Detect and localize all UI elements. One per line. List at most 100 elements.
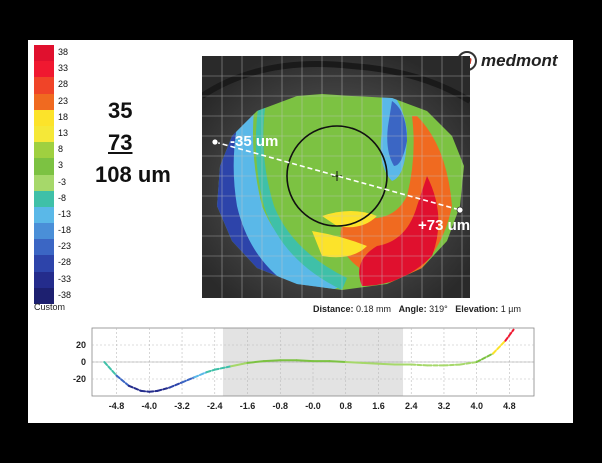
x-tick-label: -0.0 xyxy=(305,401,321,411)
scale-row: -8 xyxy=(34,190,74,207)
measure-end-handle[interactable] xyxy=(456,206,464,214)
profile-segment xyxy=(127,384,143,392)
measure-start-handle[interactable] xyxy=(211,138,219,146)
scale-label: 3 xyxy=(58,160,64,171)
elevation-value: 1 µm xyxy=(500,304,521,314)
eyelash-shadow xyxy=(202,61,470,104)
elevation-map[interactable]: -35 um +73 um xyxy=(202,56,470,298)
distance-value: 0.18 mm xyxy=(356,304,392,314)
scale-label: -23 xyxy=(58,241,72,252)
scale-row: -18 xyxy=(34,223,74,240)
value-middle: 73 xyxy=(108,130,133,155)
scale-label: -13 xyxy=(58,208,72,219)
scale-label: -33 xyxy=(58,273,72,284)
scale-swatch xyxy=(34,125,54,143)
profile-segment xyxy=(442,363,462,367)
profile-segment xyxy=(410,363,429,367)
map-grid xyxy=(202,56,470,298)
scale-swatch xyxy=(34,287,54,304)
scale-label: -18 xyxy=(58,225,72,236)
profile-segment xyxy=(295,359,314,363)
y-tick-label: 20 xyxy=(76,340,86,350)
scale-mode-label[interactable]: Custom xyxy=(34,302,66,312)
scale-swatch xyxy=(34,239,54,256)
profile-segment xyxy=(213,365,233,371)
scale-row: 38 xyxy=(34,45,74,62)
distance-label: Distance: xyxy=(313,304,354,314)
scale-swatch xyxy=(34,158,54,175)
profile-segment xyxy=(377,362,396,366)
profile-segment xyxy=(230,361,249,368)
profile-segment xyxy=(262,359,282,363)
map-label-left: -35 um xyxy=(230,133,278,150)
x-tick-label: 3.2 xyxy=(438,401,451,411)
scale-label: -28 xyxy=(58,257,72,268)
value-total: 108 um xyxy=(95,162,171,187)
scale-row: 33 xyxy=(34,61,74,78)
x-tick-label: 1.6 xyxy=(372,401,385,411)
scale-swatch xyxy=(34,174,54,191)
profile-segment xyxy=(246,360,265,364)
profile-segment xyxy=(156,386,171,392)
measure-readout: Distance: 0.18 mm Angle: 319° Elevation:… xyxy=(313,304,521,314)
elevation-surface xyxy=(217,94,464,290)
scale-label: -3 xyxy=(58,176,67,187)
medmont-logo: m medmont xyxy=(457,50,558,72)
map-label-right: +73 um xyxy=(418,217,470,234)
x-tick-label: -0.8 xyxy=(273,401,289,411)
scale-row: -33 xyxy=(34,271,74,288)
x-tick-label: -2.4 xyxy=(207,401,223,411)
scale-row: -28 xyxy=(34,255,74,272)
scale-swatch xyxy=(34,190,54,207)
scale-row: 28 xyxy=(34,77,74,94)
scale-row: -23 xyxy=(34,239,74,256)
profile-segment xyxy=(103,361,118,377)
scale-swatch xyxy=(34,271,54,288)
scale-swatch xyxy=(34,93,54,110)
profile-segment xyxy=(181,376,196,384)
scale-swatch xyxy=(34,109,54,126)
scale-row: -38 xyxy=(34,287,74,304)
elevation-profile-chart[interactable]: -4.8 -4.0 -3.2 -2.4 -1.6 -0.8 -0.0 0.8 1.6 2.4 3.2… xyxy=(62,324,540,418)
profile-segment xyxy=(115,374,130,387)
scale-label: -8 xyxy=(58,192,67,203)
scale-swatch xyxy=(34,45,54,62)
x-tick-label: -4.0 xyxy=(142,401,158,411)
x-tick-label: -3.2 xyxy=(174,401,190,411)
scale-label: 33 xyxy=(58,63,69,74)
medmont-logo-text: medmont xyxy=(481,51,558,70)
profile-segment xyxy=(492,339,507,355)
scale-row: 3 xyxy=(34,158,74,175)
scale-label: 18 xyxy=(58,111,69,122)
profile-segment xyxy=(148,389,159,393)
profile-segment xyxy=(168,381,184,389)
x-tick-label: 4.8 xyxy=(503,401,516,411)
profile-segment xyxy=(140,389,151,393)
scale-swatch xyxy=(34,206,54,224)
scale-row: 18 xyxy=(34,109,74,126)
value-top: 35 xyxy=(108,98,133,123)
x-tick-label: -1.6 xyxy=(240,401,256,411)
y-tick-label: -20 xyxy=(73,374,86,384)
scale-row: 23 xyxy=(34,93,74,110)
profile-segment xyxy=(459,361,478,366)
scale-label: 23 xyxy=(58,95,69,106)
elevation-label: Elevation: xyxy=(455,304,499,314)
scale-swatch xyxy=(34,61,54,78)
angle-label: Angle: xyxy=(398,304,427,314)
scale-swatch xyxy=(34,223,54,240)
profile-segment xyxy=(475,352,495,363)
profile-segment xyxy=(328,360,347,363)
profile-segment xyxy=(205,368,216,374)
color-scale: 38 33 28 23 18 13 8 3 -3 -8 -13 -18 -23 -28 -33 -38 xyxy=(34,45,74,304)
scale-label: 28 xyxy=(58,79,69,90)
scale-label: 38 xyxy=(58,47,69,57)
scale-swatch xyxy=(34,255,54,272)
scale-label: 8 xyxy=(58,144,64,155)
scale-swatch xyxy=(34,77,54,94)
profile-segment xyxy=(193,371,208,379)
measure-line[interactable] xyxy=(214,141,461,211)
profile-segment xyxy=(344,361,364,364)
x-tick-label: 4.0 xyxy=(470,401,483,411)
scale-row: 8 xyxy=(34,142,74,159)
